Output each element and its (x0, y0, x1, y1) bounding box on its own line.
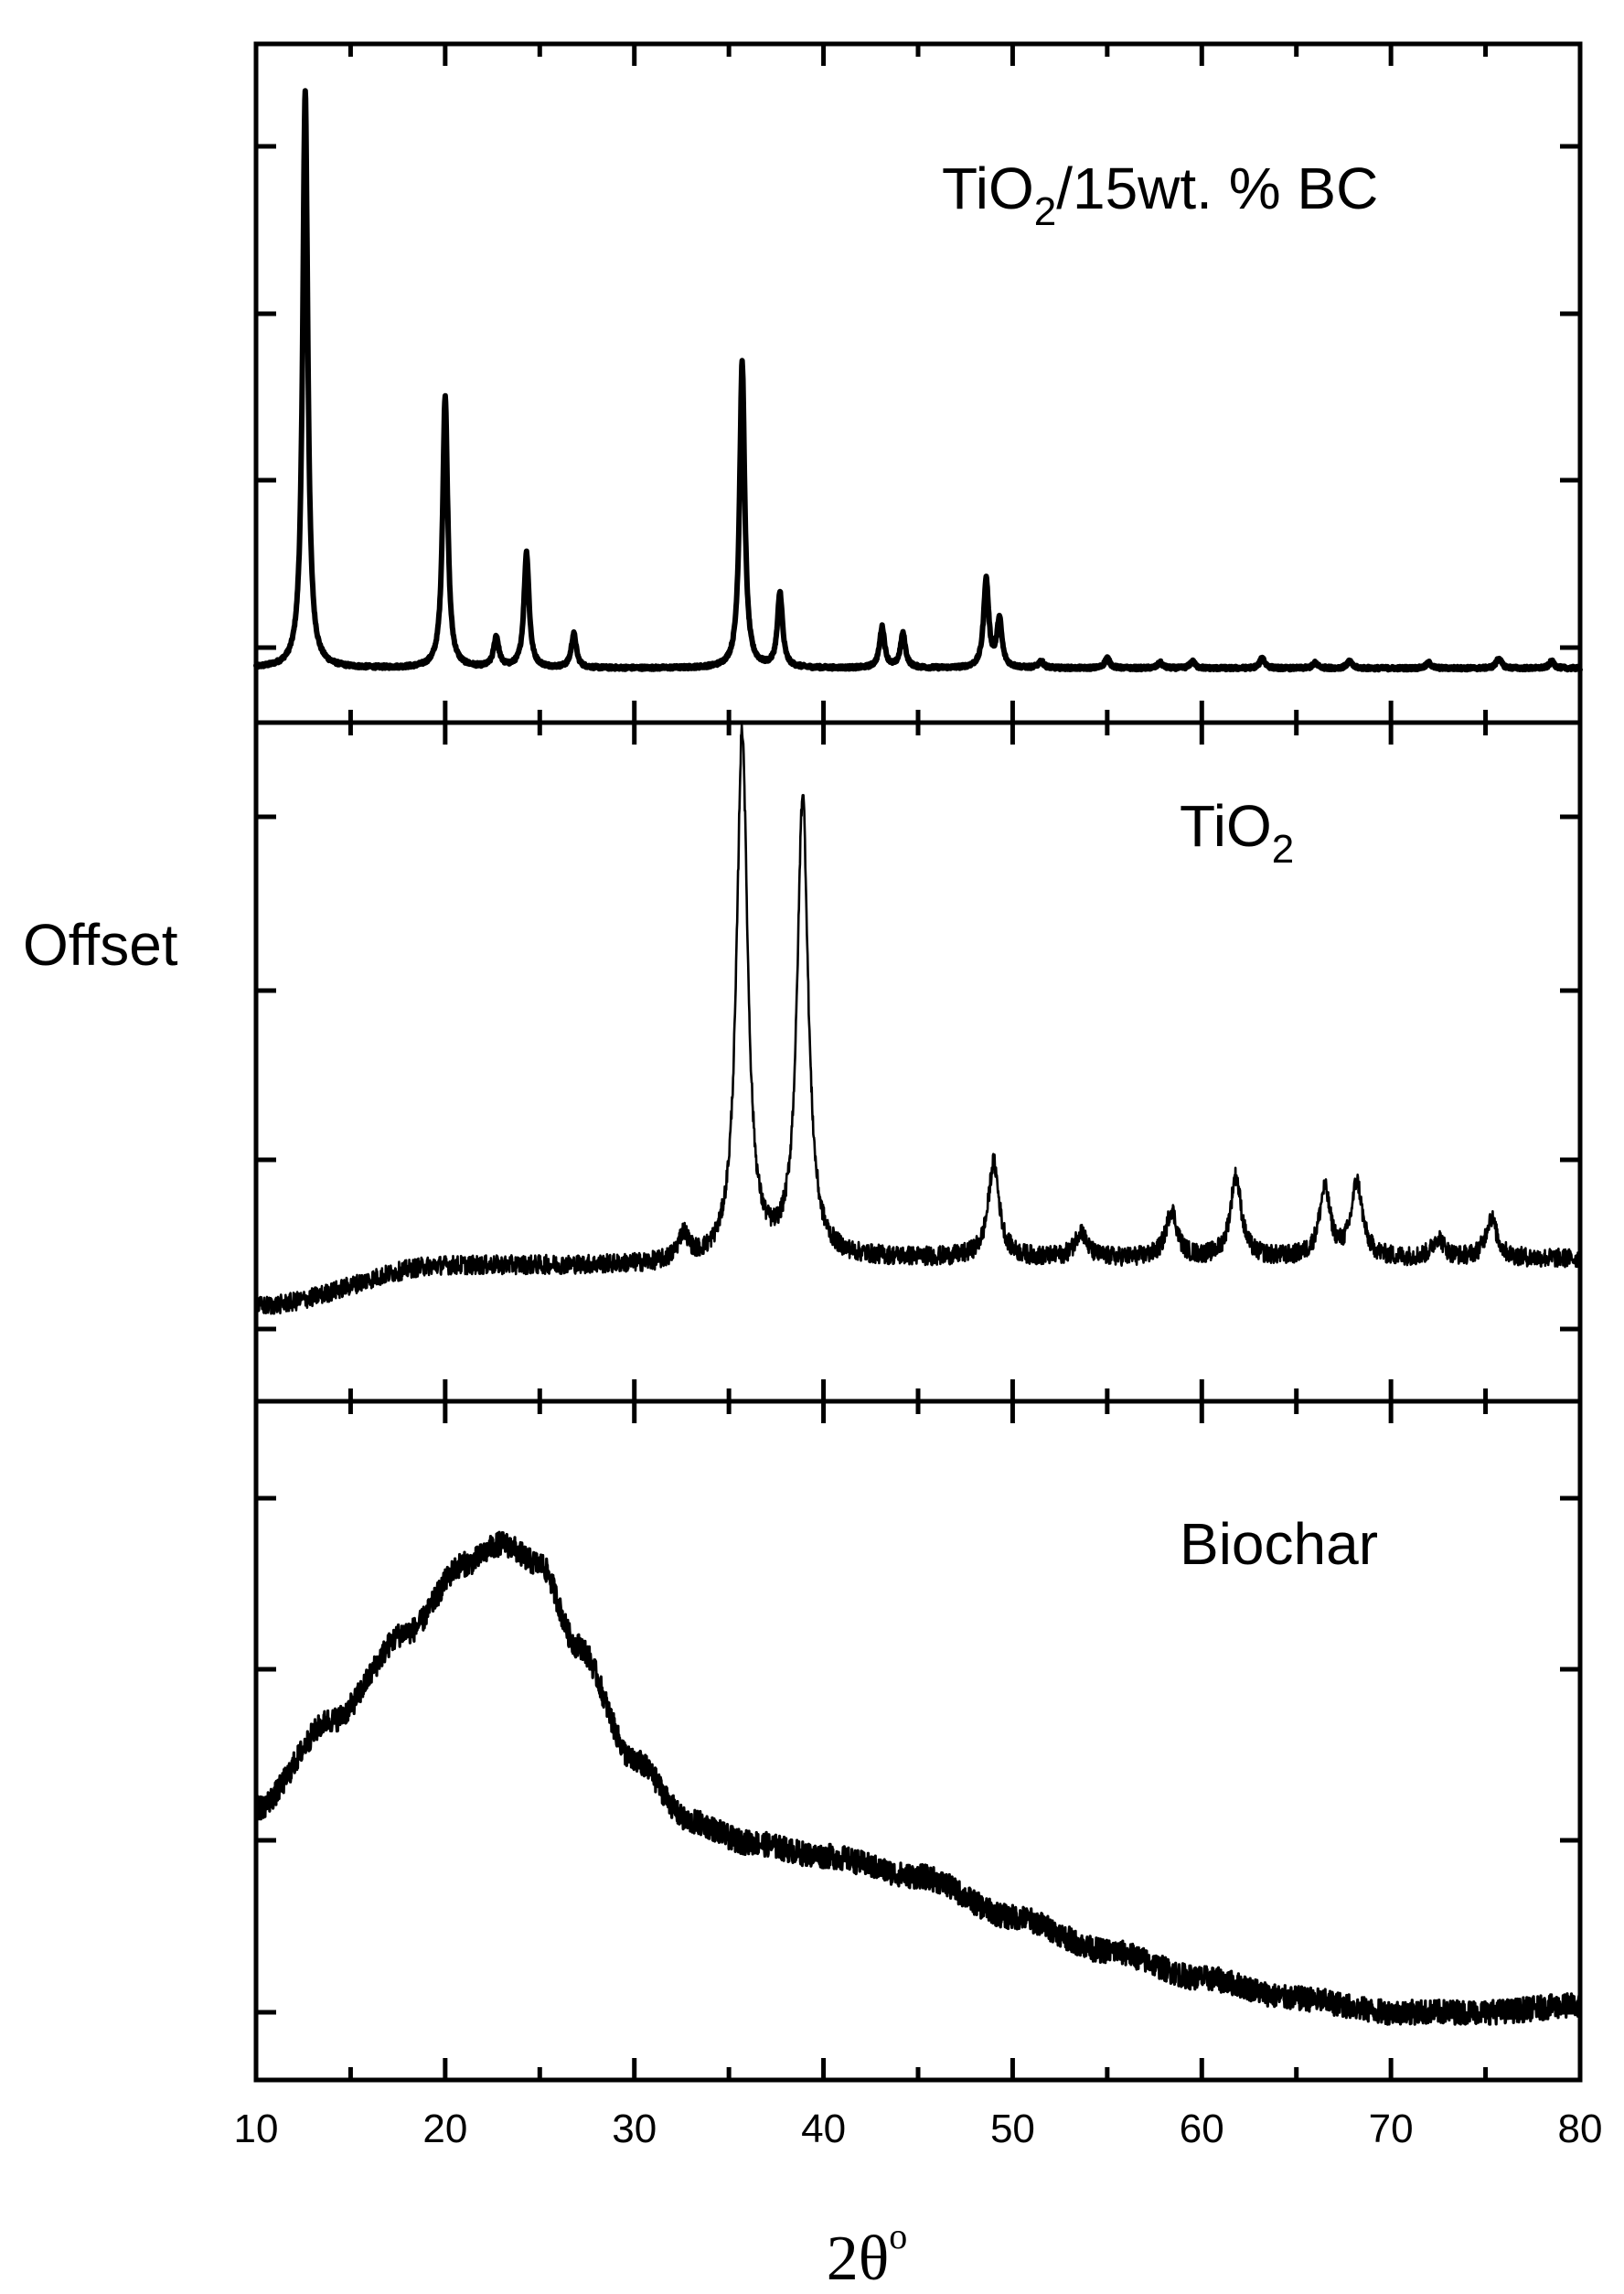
x-tick-label: 70 (1369, 2106, 1414, 2151)
x-axis-label-main: 2θ (827, 2224, 890, 2294)
panel-3: Biochar (253, 1399, 1583, 2083)
x-tick-label: 10 (234, 2106, 279, 2151)
panel-label-sub: 2 (1272, 827, 1294, 872)
x-axis-label: 2θo (827, 2215, 908, 2294)
x-axis-label-sup: o (889, 2215, 907, 2256)
panel-label-main: TiO (1180, 793, 1272, 859)
x-tick-label: 20 (422, 2106, 467, 2151)
x-tick-labels: 10 20 30 40 50 60 70 80 (234, 2106, 1603, 2151)
x-tick-label: 40 (801, 2106, 846, 2151)
panel-frame (253, 720, 1583, 1404)
panel-label-tail: /15wt. % BC (1056, 155, 1378, 221)
panel-label-main: TiO (942, 155, 1034, 221)
series-line-1 (253, 88, 1583, 673)
panel-label-main: Biochar (1180, 1511, 1378, 1577)
series-line-2 (254, 724, 1582, 1316)
panel-label-sub: 2 (1034, 189, 1056, 234)
x-tick-label: 60 (1180, 2106, 1224, 2151)
panel-2: TiO2 (253, 720, 1583, 1404)
x-tick-label: 50 (990, 2106, 1035, 2151)
panel-label-3: Biochar (1180, 1511, 1378, 1577)
y-axis-label: Offset (23, 912, 178, 978)
panel-frame (253, 1399, 1583, 2083)
panel-1: TiO2/15wt. % BC (253, 41, 1583, 725)
x-tick-label: 80 (1558, 2106, 1603, 2151)
x-tick-label: 30 (612, 2106, 657, 2151)
panel-label-2: TiO2 (1180, 793, 1294, 872)
panel-label-1: TiO2/15wt. % BC (942, 155, 1378, 234)
series-line-3 (254, 1530, 1582, 2026)
